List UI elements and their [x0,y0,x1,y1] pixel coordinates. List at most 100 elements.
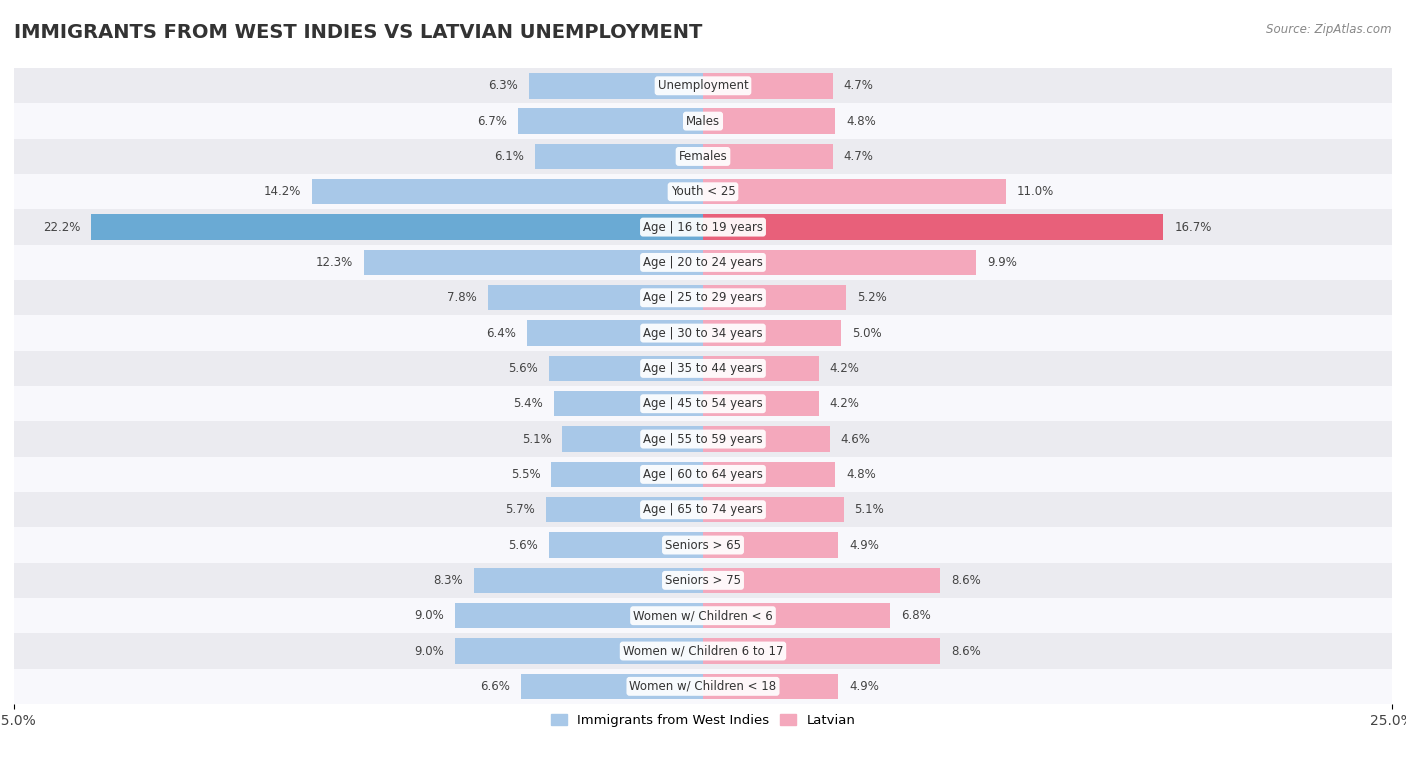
Bar [527,320,703,346]
Bar [554,391,703,416]
Bar [703,674,838,699]
Bar [14,668,1392,704]
Text: 6.8%: 6.8% [901,609,931,622]
Text: IMMIGRANTS FROM WEST INDIES VS LATVIAN UNEMPLOYMENT: IMMIGRANTS FROM WEST INDIES VS LATVIAN U… [14,23,703,42]
Text: 12.3%: 12.3% [316,256,353,269]
Bar [703,320,841,346]
Bar [312,179,703,204]
Bar [474,568,703,593]
Bar [548,532,703,558]
Text: Youth < 25: Youth < 25 [671,185,735,198]
Text: 4.9%: 4.9% [849,538,879,552]
Text: 7.8%: 7.8% [447,291,477,304]
Bar [703,108,835,134]
Text: Age | 25 to 29 years: Age | 25 to 29 years [643,291,763,304]
Bar [456,638,703,664]
Text: 4.2%: 4.2% [830,397,859,410]
Bar [91,214,703,240]
Bar [534,144,703,169]
Text: 8.6%: 8.6% [950,644,981,658]
Text: 4.7%: 4.7% [844,79,873,92]
Text: 8.3%: 8.3% [433,574,463,587]
Bar [519,108,703,134]
Bar [703,638,941,664]
Text: 14.2%: 14.2% [263,185,301,198]
Text: 4.6%: 4.6% [841,432,870,446]
Bar [703,603,890,628]
Text: 9.0%: 9.0% [415,644,444,658]
Text: 4.8%: 4.8% [846,114,876,128]
Bar [703,426,830,452]
Text: 6.6%: 6.6% [481,680,510,693]
Bar [14,210,1392,245]
Text: 5.2%: 5.2% [858,291,887,304]
Bar [14,174,1392,210]
Bar [14,562,1392,598]
Text: 6.4%: 6.4% [485,326,516,340]
Text: 8.6%: 8.6% [950,574,981,587]
Text: Women w/ Children < 6: Women w/ Children < 6 [633,609,773,622]
Text: 5.7%: 5.7% [505,503,534,516]
Text: 5.4%: 5.4% [513,397,543,410]
Text: 6.1%: 6.1% [494,150,524,163]
Bar [703,568,941,593]
Bar [14,316,1392,350]
Text: Age | 35 to 44 years: Age | 35 to 44 years [643,362,763,375]
Text: 6.3%: 6.3% [489,79,519,92]
Text: 5.5%: 5.5% [510,468,540,481]
Text: Age | 16 to 19 years: Age | 16 to 19 years [643,220,763,234]
Bar [14,350,1392,386]
Bar [546,497,703,522]
Bar [562,426,703,452]
Bar [456,603,703,628]
Bar [530,73,703,98]
Bar [14,139,1392,174]
Bar [14,280,1392,316]
Text: Males: Males [686,114,720,128]
Text: Age | 30 to 34 years: Age | 30 to 34 years [643,326,763,340]
Bar [551,462,703,487]
Bar [703,179,1007,204]
Text: Unemployment: Unemployment [658,79,748,92]
Text: 5.1%: 5.1% [522,432,551,446]
Bar [703,144,832,169]
Bar [703,462,835,487]
Bar [14,456,1392,492]
Bar [703,285,846,310]
Bar [14,598,1392,634]
Text: Age | 20 to 24 years: Age | 20 to 24 years [643,256,763,269]
Bar [14,386,1392,422]
Bar [703,73,832,98]
Legend: Immigrants from West Indies, Latvian: Immigrants from West Indies, Latvian [546,709,860,732]
Text: 9.9%: 9.9% [987,256,1017,269]
Text: 4.8%: 4.8% [846,468,876,481]
Text: Women w/ Children 6 to 17: Women w/ Children 6 to 17 [623,644,783,658]
Bar [703,214,1163,240]
Text: Seniors > 65: Seniors > 65 [665,538,741,552]
Text: 4.7%: 4.7% [844,150,873,163]
Text: Age | 65 to 74 years: Age | 65 to 74 years [643,503,763,516]
Bar [703,532,838,558]
Bar [703,250,976,275]
Text: 22.2%: 22.2% [42,220,80,234]
Bar [14,634,1392,668]
Text: 4.2%: 4.2% [830,362,859,375]
Bar [703,356,818,381]
Text: 16.7%: 16.7% [1174,220,1212,234]
Text: Women w/ Children < 18: Women w/ Children < 18 [630,680,776,693]
Bar [703,497,844,522]
Text: 5.0%: 5.0% [852,326,882,340]
Text: Age | 45 to 54 years: Age | 45 to 54 years [643,397,763,410]
Bar [14,68,1392,104]
Bar [14,528,1392,562]
Text: Source: ZipAtlas.com: Source: ZipAtlas.com [1267,23,1392,36]
Bar [703,391,818,416]
Bar [364,250,703,275]
Text: 5.6%: 5.6% [508,538,537,552]
Text: 4.9%: 4.9% [849,680,879,693]
Text: 11.0%: 11.0% [1017,185,1054,198]
Bar [548,356,703,381]
Bar [14,422,1392,456]
Text: 9.0%: 9.0% [415,609,444,622]
Bar [14,492,1392,528]
